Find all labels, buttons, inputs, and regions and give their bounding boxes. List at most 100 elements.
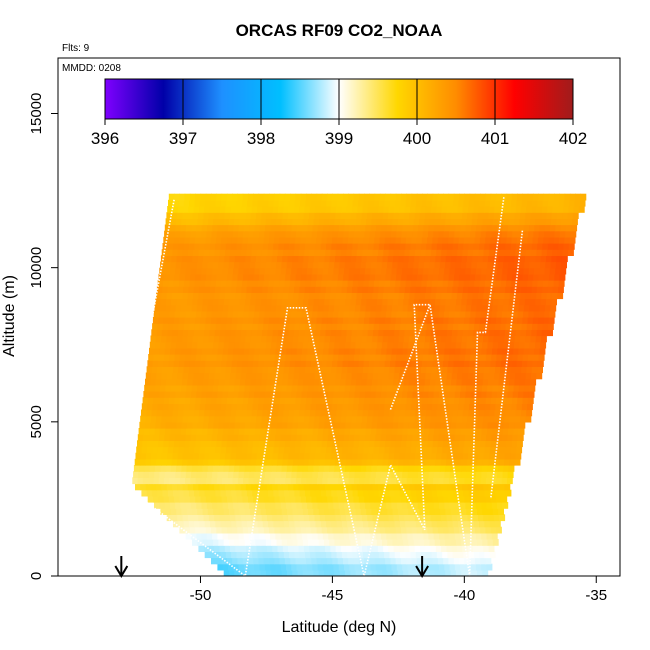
heatmap-cell — [330, 483, 337, 491]
heatmap-cell — [468, 206, 474, 213]
heatmap-cell — [257, 403, 264, 411]
heatmap-cell — [323, 224, 330, 232]
heatmap-cell — [408, 539, 415, 546]
heatmap-cell — [331, 446, 338, 454]
heatmap-cell — [301, 267, 308, 275]
heatmap-cell — [271, 218, 278, 226]
heatmap-cell — [195, 477, 202, 485]
heatmap-cell — [498, 378, 505, 386]
heatmap-cell — [337, 273, 344, 281]
heatmap-cell — [285, 354, 292, 361]
heatmap-cell — [486, 471, 493, 478]
heatmap-cell — [259, 532, 266, 540]
heatmap-cell — [405, 243, 412, 250]
heatmap-cell — [326, 489, 332, 497]
heatmap-cell — [459, 230, 466, 238]
heatmap-cell — [491, 471, 498, 478]
heatmap-cell — [271, 335, 278, 343]
heatmap-cell — [451, 415, 458, 423]
heatmap-cell — [414, 415, 421, 423]
heatmap-cell — [359, 354, 366, 361]
heatmap-cell — [324, 212, 331, 219]
x-tick-label: -45 — [322, 587, 344, 604]
heatmap-cell — [243, 477, 249, 485]
heatmap-cell — [509, 249, 516, 256]
heatmap-cell — [407, 267, 414, 275]
heatmap-cell — [531, 206, 538, 213]
heatmap-cell — [465, 224, 472, 232]
heatmap-cell — [500, 243, 507, 250]
heatmap-cell — [232, 310, 239, 318]
heatmap-cell — [250, 508, 256, 515]
heatmap-cell — [447, 551, 454, 559]
heatmap-cell — [336, 452, 342, 460]
heatmap-cell — [362, 514, 368, 522]
heatmap-cell — [290, 273, 297, 281]
heatmap-cell — [193, 292, 199, 300]
heatmap-cell — [271, 341, 277, 349]
heatmap-cell — [290, 477, 297, 485]
heatmap-cell — [426, 489, 433, 497]
heatmap-cell — [484, 409, 490, 417]
heatmap-cell — [236, 280, 243, 287]
heatmap-cell — [341, 366, 348, 374]
heatmap-cell — [382, 508, 388, 515]
heatmap-cell — [253, 495, 260, 503]
heatmap-cell — [241, 206, 247, 213]
heatmap-cell — [293, 372, 300, 380]
heatmap-cell — [509, 292, 516, 300]
heatmap-cell — [305, 440, 312, 448]
heatmap-cell — [353, 557, 360, 565]
heatmap-cell — [177, 249, 184, 256]
heatmap-cell — [390, 354, 397, 361]
heatmap-cell — [265, 261, 272, 269]
heatmap-cell — [270, 471, 277, 478]
heatmap-cell — [148, 434, 155, 441]
heatmap-cell — [376, 218, 383, 226]
heatmap-cell — [180, 502, 187, 509]
heatmap-cell — [531, 372, 537, 380]
heatmap-cell — [415, 366, 422, 374]
heatmap-cell — [295, 397, 302, 404]
heatmap-cell — [370, 434, 376, 441]
heatmap-cell — [326, 243, 332, 250]
heatmap-cell — [280, 230, 286, 238]
heatmap-cell — [554, 273, 561, 281]
heatmap-cell — [233, 532, 240, 540]
heatmap-cell — [185, 347, 192, 355]
chart-title: ORCAS RF09 CO2_NOAA — [236, 21, 443, 40]
heatmap-cell — [361, 335, 368, 343]
heatmap-cell — [430, 372, 437, 380]
heatmap-cell — [451, 483, 458, 491]
heatmap-cell — [369, 273, 376, 281]
heatmap-cell — [506, 273, 513, 281]
heatmap-cell — [324, 415, 331, 423]
heatmap-cell — [392, 218, 399, 226]
heatmap-cell — [437, 440, 444, 448]
heatmap-cell — [377, 378, 384, 386]
heatmap-cell — [173, 280, 180, 287]
heatmap-cell — [282, 298, 288, 306]
heatmap-cell — [342, 403, 349, 411]
heatmap-cell — [396, 434, 403, 441]
heatmap-cell — [323, 347, 329, 355]
heatmap-cell — [408, 255, 415, 263]
heatmap-cell — [329, 465, 335, 472]
heatmap-cell — [419, 298, 426, 306]
heatmap-cell — [440, 378, 447, 386]
heatmap-cell — [447, 409, 453, 417]
heatmap-cell — [517, 273, 524, 281]
heatmap-cell — [352, 446, 359, 454]
heatmap-cell — [245, 335, 252, 343]
heatmap-cell — [333, 502, 340, 509]
heatmap-cell — [185, 532, 192, 540]
heatmap-cell — [204, 286, 211, 293]
heatmap-cell — [349, 391, 356, 398]
heatmap-cell — [247, 317, 254, 324]
heatmap-cell — [483, 335, 489, 343]
heatmap-cell — [301, 471, 308, 478]
heatmap-cell — [346, 292, 352, 300]
heatmap-cell — [235, 335, 241, 343]
heatmap-cell — [322, 354, 329, 361]
heatmap-cell — [345, 539, 351, 546]
